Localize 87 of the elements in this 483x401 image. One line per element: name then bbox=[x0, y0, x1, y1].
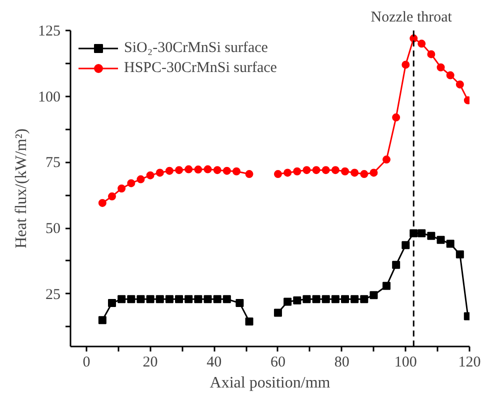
point bbox=[370, 291, 378, 300]
point bbox=[184, 165, 193, 174]
point bbox=[175, 166, 184, 174]
point bbox=[204, 165, 212, 174]
point bbox=[274, 308, 282, 317]
x-tick-label: 40 bbox=[206, 354, 222, 370]
x-tick-label: 100 bbox=[394, 354, 417, 370]
point bbox=[418, 40, 426, 48]
point bbox=[127, 295, 136, 304]
point bbox=[213, 166, 222, 174]
point bbox=[284, 298, 292, 306]
point bbox=[194, 166, 202, 174]
point bbox=[245, 317, 254, 326]
point bbox=[322, 166, 330, 174]
point bbox=[302, 166, 311, 174]
point bbox=[293, 167, 302, 176]
point bbox=[213, 295, 222, 304]
point bbox=[156, 168, 164, 177]
point bbox=[322, 295, 330, 304]
legend-label: SiO₂-30CrMnSi surface bbox=[124, 40, 268, 56]
point bbox=[165, 295, 174, 304]
y-tick-label: 125 bbox=[38, 24, 60, 40]
point bbox=[331, 166, 340, 174]
point bbox=[127, 179, 136, 188]
point bbox=[436, 236, 445, 244]
point bbox=[146, 295, 154, 304]
point bbox=[402, 241, 410, 250]
point bbox=[456, 80, 464, 88]
point bbox=[350, 295, 359, 304]
y-tick-label: 75 bbox=[46, 155, 60, 172]
point bbox=[165, 166, 174, 175]
point bbox=[312, 295, 320, 304]
x-tick-label: 80 bbox=[334, 354, 350, 370]
point bbox=[392, 260, 400, 269]
point bbox=[284, 168, 292, 177]
point bbox=[245, 170, 254, 178]
point bbox=[360, 295, 368, 304]
point bbox=[108, 192, 116, 200]
point bbox=[370, 168, 378, 177]
point bbox=[302, 295, 311, 304]
point bbox=[232, 167, 240, 176]
point bbox=[222, 295, 231, 304]
point bbox=[136, 175, 145, 184]
point bbox=[118, 295, 126, 304]
point bbox=[360, 170, 368, 178]
point bbox=[392, 113, 400, 122]
legend-label: HSPC-30CrMnSi surface bbox=[124, 60, 277, 76]
point bbox=[236, 299, 244, 308]
point bbox=[175, 295, 184, 304]
point bbox=[331, 295, 340, 304]
x-tick-label: 120 bbox=[458, 354, 481, 370]
point bbox=[204, 295, 212, 304]
point bbox=[350, 168, 359, 177]
ref-line-label: Nozzle throat bbox=[370, 10, 453, 26]
point bbox=[146, 171, 154, 180]
point bbox=[382, 282, 391, 290]
point bbox=[108, 299, 116, 308]
x-tick-label: 20 bbox=[142, 354, 158, 370]
point bbox=[456, 250, 464, 258]
point bbox=[156, 295, 164, 304]
point bbox=[136, 295, 145, 304]
point bbox=[184, 295, 193, 304]
point bbox=[194, 295, 202, 304]
point bbox=[222, 166, 231, 175]
y-tick-label: 50 bbox=[46, 221, 60, 237]
point bbox=[402, 60, 410, 69]
point bbox=[418, 229, 426, 238]
point bbox=[427, 232, 436, 240]
y-tick-label: 100 bbox=[38, 89, 60, 106]
point bbox=[446, 240, 454, 248]
point bbox=[98, 316, 106, 324]
point bbox=[274, 170, 282, 178]
point bbox=[427, 50, 436, 58]
point bbox=[118, 184, 126, 192]
point bbox=[446, 71, 454, 80]
x-tick-label: 0 bbox=[82, 354, 90, 370]
x-tick-label: 60 bbox=[270, 354, 286, 370]
x-axis-title: Axial position/mm bbox=[210, 374, 331, 392]
y-tick-label: 25 bbox=[46, 286, 60, 303]
point bbox=[312, 166, 320, 174]
point bbox=[293, 296, 302, 304]
point bbox=[436, 63, 445, 72]
point bbox=[341, 295, 350, 304]
point bbox=[382, 156, 391, 164]
point bbox=[98, 198, 106, 207]
y-axis-title: Heat flux/(kW/m²) bbox=[13, 128, 30, 248]
point bbox=[341, 167, 350, 176]
